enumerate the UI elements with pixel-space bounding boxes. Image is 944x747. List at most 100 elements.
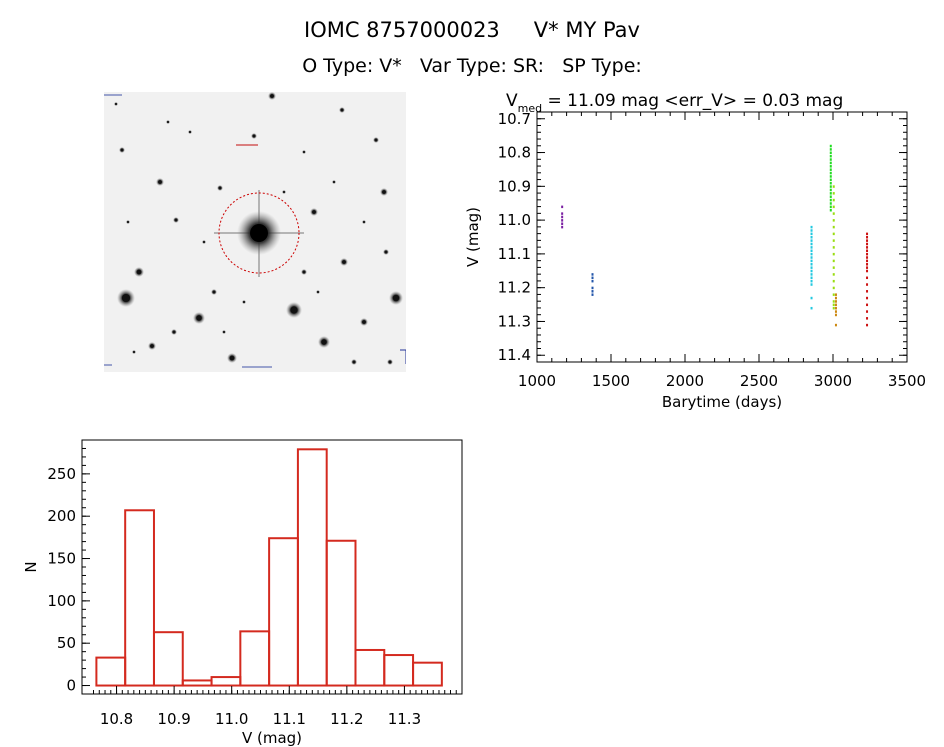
data-point [866, 269, 869, 273]
field-star-core [302, 270, 306, 274]
data-point [866, 266, 869, 269]
y-tick-label: 10.9 [498, 177, 531, 195]
data-point [832, 303, 835, 307]
data-point [829, 208, 832, 212]
field-star-core [136, 269, 142, 275]
data-point [810, 225, 813, 229]
field-star-core [121, 293, 131, 303]
data-point [561, 215, 564, 219]
data-point [866, 249, 869, 253]
field-star-core [218, 186, 222, 190]
x-tick-label: 10.8 [100, 710, 133, 728]
chart-subtitle: O Type: V* Var Type: SR: SP Type: [0, 55, 944, 77]
x-tick-label: 10.9 [157, 710, 190, 728]
data-point [832, 246, 835, 249]
field-star-core [392, 294, 400, 302]
data-point [561, 225, 564, 229]
data-point [832, 205, 835, 209]
histogram-bar [124, 509, 155, 687]
field-star-core [150, 344, 154, 348]
y-axis-label: V (mag) [464, 207, 482, 267]
x-tick-label: 2000 [666, 372, 704, 390]
target-circle [218, 192, 300, 274]
data-point [561, 219, 564, 222]
data-point [810, 273, 813, 276]
data-point [829, 195, 832, 198]
field-star-core [342, 260, 346, 264]
data-point [832, 286, 835, 290]
field-star-core [283, 191, 285, 193]
data-point [866, 310, 869, 313]
data-point [810, 246, 813, 249]
data-point [832, 192, 835, 195]
histogram-chart: 10.8 10.9 11.0 11.1 11.2 11.3050100150200250 … [22, 439, 463, 747]
data-point [829, 178, 832, 182]
field-star-core [290, 306, 298, 314]
object-id: IOMC 8757000023 [304, 18, 500, 42]
data-point [866, 276, 869, 280]
title-rest: = 11.09 mag <err_V> = 0.03 mag [542, 91, 843, 111]
data-point [829, 161, 832, 165]
data-point [832, 185, 835, 188]
data-point [591, 290, 594, 293]
data-point [829, 198, 832, 202]
sky-image [104, 92, 406, 372]
field-star-core [158, 180, 162, 184]
data-point [866, 236, 869, 239]
data-point [832, 198, 835, 202]
field-star-core [174, 218, 178, 222]
y-tick-label: 10.8 [498, 144, 531, 162]
data-point [829, 188, 832, 192]
histogram-bar [412, 661, 443, 687]
light-curve-chart: Vmed = 11.09 mag <err_V> = 0.03 mag 1000… [464, 91, 926, 411]
data-point [591, 293, 594, 296]
data-point [866, 246, 869, 249]
field-star-core [384, 250, 388, 254]
field-star-core [172, 330, 176, 334]
data-point [866, 323, 869, 327]
x-tick-label: 11.2 [330, 710, 363, 728]
data-point [832, 266, 835, 269]
field-star-core [212, 290, 216, 294]
data-point [561, 222, 564, 225]
data-point [829, 165, 832, 168]
field-star-core [229, 355, 235, 361]
data-point [810, 283, 813, 286]
histogram-bar [354, 648, 386, 687]
data-point [591, 286, 594, 290]
data-point [866, 303, 869, 307]
y-axis-label: N [22, 561, 40, 572]
data-point [829, 154, 832, 158]
x-tick-label: 3000 [814, 372, 852, 390]
star-name: V* MY Pav [533, 18, 640, 42]
data-point [832, 259, 835, 263]
data-point [832, 279, 835, 283]
field-star-core [363, 221, 365, 223]
spectral-type: SP Type: [562, 55, 642, 77]
field-star-core [127, 221, 129, 223]
data-point [829, 151, 832, 155]
y-tick-label: 11.0 [498, 211, 531, 229]
data-point [829, 171, 832, 175]
data-point [810, 252, 813, 256]
title-sub: med [518, 102, 542, 115]
field-star-core [362, 320, 366, 324]
data-point [810, 279, 813, 283]
data-point [834, 306, 837, 310]
variable-type: Var Type: SR: [419, 55, 545, 77]
field-star-core [382, 190, 386, 194]
data-point [810, 242, 813, 246]
field-star-core [340, 108, 344, 112]
data-point [829, 148, 832, 151]
x-tick-label: 3500 [888, 372, 926, 390]
data-point [866, 296, 869, 300]
histogram-bar [210, 676, 242, 687]
data-point [591, 273, 594, 276]
data-point [834, 303, 837, 307]
data-point [866, 256, 869, 259]
data-point [829, 205, 832, 209]
data-point [810, 276, 813, 280]
data-point [810, 236, 813, 239]
x-axis-label: V (mag) [242, 729, 302, 747]
field-star-core [321, 339, 327, 345]
